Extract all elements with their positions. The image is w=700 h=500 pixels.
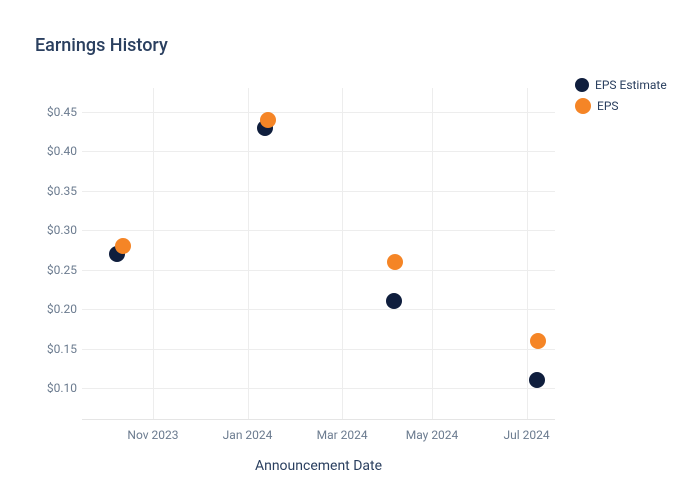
- y-tick-label: $0.15: [47, 342, 77, 356]
- legend: EPS Estimate EPS: [575, 78, 667, 120]
- y-tick-label: $0.10: [47, 381, 77, 395]
- gridline-horizontal: [82, 230, 555, 231]
- x-axis-title: Announcement Date: [255, 458, 382, 474]
- eps-estimate-dot[interactable]: [529, 372, 545, 388]
- plot-area: Announcement Date Nov 2023Jan 2024Mar 20…: [82, 88, 555, 420]
- y-tick-label: $0.40: [47, 144, 77, 158]
- legend-label: EPS Estimate: [595, 78, 667, 92]
- gridline-vertical: [153, 88, 154, 419]
- x-tick-label: Jan 2024: [223, 428, 273, 442]
- legend-item[interactable]: EPS Estimate: [575, 78, 667, 92]
- legend-swatch: [575, 98, 591, 114]
- x-tick-label: Mar 2024: [317, 428, 368, 442]
- gridline-horizontal: [82, 309, 555, 310]
- eps-dot[interactable]: [530, 333, 546, 349]
- x-tick-label: Jul 2024: [504, 428, 550, 442]
- legend-swatch: [575, 78, 589, 92]
- y-tick-label: $0.30: [47, 223, 77, 237]
- eps-dot[interactable]: [260, 112, 276, 128]
- eps-estimate-dot[interactable]: [386, 293, 402, 309]
- gridline-horizontal: [82, 151, 555, 152]
- gridline-horizontal: [82, 388, 555, 389]
- gridline-horizontal: [82, 349, 555, 350]
- y-tick-label: $0.35: [47, 184, 77, 198]
- gridline-vertical: [342, 88, 343, 419]
- chart-title: Earnings History: [35, 35, 168, 56]
- gridline-vertical: [248, 88, 249, 419]
- y-tick-label: $0.25: [47, 263, 77, 277]
- legend-label: EPS: [597, 99, 619, 113]
- gridline-horizontal: [82, 270, 555, 271]
- gridline-horizontal: [82, 112, 555, 113]
- x-tick-label: Nov 2023: [127, 428, 178, 442]
- y-tick-label: $0.20: [47, 302, 77, 316]
- legend-item[interactable]: EPS: [575, 98, 667, 114]
- eps-dot[interactable]: [115, 238, 131, 254]
- eps-dot[interactable]: [387, 254, 403, 270]
- y-tick-label: $0.45: [47, 105, 77, 119]
- x-tick-label: May 2024: [406, 428, 459, 442]
- gridline-vertical: [527, 88, 528, 419]
- gridline-vertical: [432, 88, 433, 419]
- gridline-horizontal: [82, 191, 555, 192]
